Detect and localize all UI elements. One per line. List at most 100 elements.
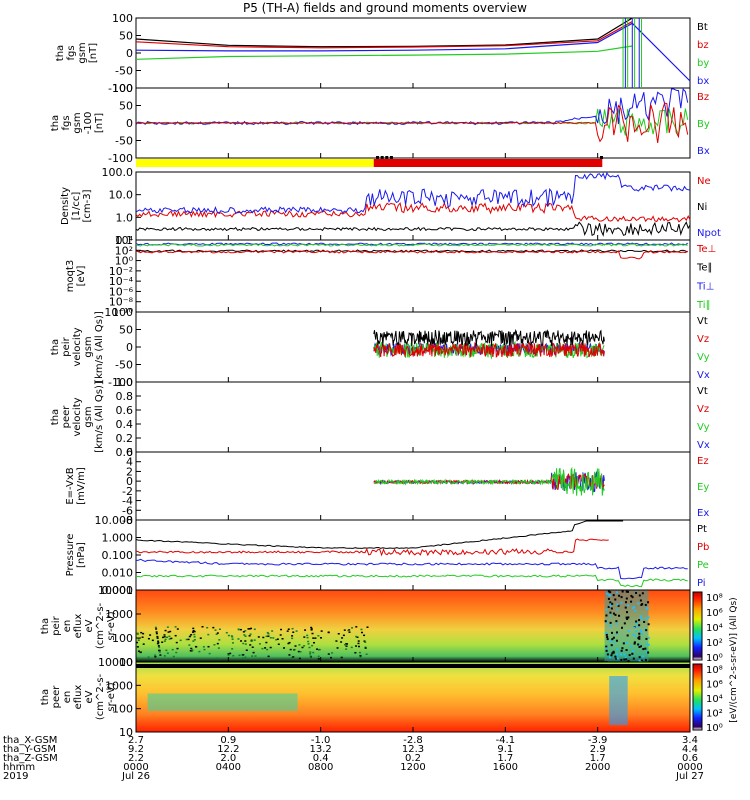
spectrogram-pixel	[174, 634, 177, 637]
series-line-by	[135, 45, 633, 60]
ephemeris-row-label: hhmm	[3, 762, 35, 773]
panel-peer_velocity: tha peer velocity gsm [km/s (All Qs)] 1.00.80…	[50, 376, 710, 459]
spectrogram-pixel	[311, 644, 314, 647]
spectrogram-pixel	[642, 648, 645, 651]
spectrogram-pixel	[166, 636, 169, 639]
spectrogram-pixel	[176, 628, 179, 630]
spectrogram-pixel	[647, 623, 650, 626]
spectrogram-pixel	[625, 649, 628, 652]
spectrogram-pixel	[147, 656, 150, 658]
spectrogram-pixel	[632, 649, 635, 652]
y-tick-label: 10⁻⁶	[109, 285, 134, 298]
legend-entry-by: by	[697, 58, 709, 69]
spectrogram-pixel	[620, 596, 623, 599]
colorbar-tick: 10⁴	[706, 694, 723, 705]
spectrogram-pixel	[638, 594, 641, 597]
spectrogram-pixel	[359, 656, 362, 658]
spectrogram-pixel	[355, 645, 358, 647]
spectrogram-pixel	[163, 640, 166, 642]
spectrogram-pixel	[208, 652, 211, 655]
spectrogram-pixel	[297, 650, 300, 653]
spectrogram-pixel	[244, 643, 247, 645]
y-axis-label: Density	[60, 187, 71, 225]
spectrogram-pixel	[624, 656, 627, 659]
spectrogram-pixel	[156, 642, 159, 645]
spectrogram-pixel	[335, 640, 338, 642]
y-axis-label: peir	[51, 615, 62, 635]
y-tick-label: 100	[112, 306, 133, 319]
spectrogram-pixel	[137, 650, 140, 653]
spectrogram-pixel	[356, 636, 359, 639]
spectrogram-pixel	[347, 629, 350, 632]
spectrogram-pixel	[647, 601, 650, 604]
spectrogram-pixel	[253, 628, 256, 631]
spectrogram-pixel	[609, 611, 612, 614]
spectrogram-pixel	[625, 658, 628, 661]
y-tick-label: 100.0	[102, 166, 134, 179]
axes-box-fgs_gsm	[135, 17, 691, 89]
spectrogram-pixel	[645, 629, 648, 632]
y-tick-label: 0.010	[102, 567, 134, 580]
spectrogram-pixel	[364, 647, 367, 649]
ephemeris-value: -4.1	[496, 735, 516, 746]
spectrogram-pixel	[141, 636, 144, 638]
spectrogram-pixel	[158, 649, 161, 652]
y-tick-label: 10⁴	[115, 234, 134, 247]
spectrogram-pixel	[638, 624, 641, 627]
spectrogram-pixel	[271, 630, 274, 632]
spectrogram-pixel	[189, 649, 192, 652]
spectrogram-pixel	[280, 628, 283, 631]
spectrogram-pixel	[605, 614, 608, 617]
spectrogram-pixel	[218, 639, 221, 641]
spectrogram-pixel	[165, 649, 168, 652]
spectrogram-pixel	[193, 639, 196, 641]
spectrogram-pixel	[156, 637, 159, 639]
spectrogram-pixel	[645, 651, 648, 654]
spectrogram-pixel	[166, 626, 169, 628]
spectrogram-band	[136, 664, 690, 668]
spectrogram-pixel	[243, 634, 246, 636]
spectrogram-pixel	[615, 632, 618, 635]
spectrogram-pixel	[627, 660, 630, 663]
y-axis-label: -100	[83, 112, 94, 135]
series-line-Ti-par	[135, 243, 688, 247]
spectrogram-pixel	[254, 655, 257, 657]
colorbar-label: [eV/(cm^2-s-sr-eV)] (All Qs)	[729, 597, 739, 722]
spectrogram-pixel	[365, 653, 368, 655]
spectrogram-pixel	[172, 655, 175, 658]
y-axis-label: velocity	[72, 397, 83, 436]
spectrogram-pixel	[140, 631, 143, 634]
spectrogram-pixel	[627, 616, 630, 619]
legend-entry-Vz: Vz	[697, 334, 709, 345]
spectrogram-pixel	[319, 637, 322, 639]
spectrogram-pixel	[137, 639, 140, 642]
spectrogram-pixel	[620, 658, 623, 661]
spectrogram-pixel	[307, 640, 310, 643]
spectrogram-pixel	[623, 653, 626, 656]
spectrogram-pixel	[625, 601, 628, 604]
spectrogram-pixel	[155, 631, 158, 633]
spectrogram-pixel	[360, 631, 363, 634]
spectrogram-pixel	[635, 620, 638, 623]
y-axis-label: eflux	[73, 685, 84, 710]
spectrogram-pixel	[626, 590, 629, 593]
spectrogram-pixel	[310, 629, 313, 631]
y-tick-label: 10	[119, 656, 133, 669]
y-tick-label: 0.8	[116, 390, 134, 403]
spectrogram-pixel	[213, 644, 216, 646]
legend-entry-Vt: Vt	[697, 316, 708, 327]
spectrogram-pixel	[614, 598, 617, 601]
spectrogram-pixel	[216, 657, 219, 660]
y-axis-label: en	[62, 620, 73, 633]
y-axis-label: gsm	[83, 336, 94, 357]
spectrogram-pixel	[149, 634, 152, 636]
spectrogram-pixel	[188, 644, 191, 646]
spectrogram-pixel	[244, 656, 247, 659]
spectrogram-region	[147, 693, 298, 711]
spectrogram-pixel	[623, 622, 626, 625]
spectrogram-pixel	[639, 645, 642, 648]
spectrogram-pixel	[164, 629, 167, 632]
spectrogram-pixel	[163, 636, 166, 638]
spectrogram-pixel	[341, 637, 344, 639]
spectrogram-pixel	[626, 617, 629, 620]
